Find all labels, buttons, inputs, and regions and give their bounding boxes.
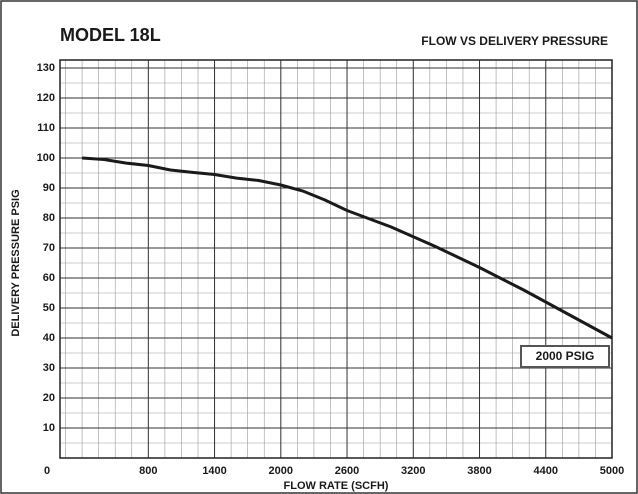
x-tick-label: 2000 [269, 465, 293, 477]
x-tick-label: 5000 [600, 465, 624, 477]
y-axis-label: DELIVERY PRESSURE PSIG [10, 189, 22, 336]
y-tick-label: 30 [43, 362, 55, 374]
annotation: 2000 PSIG [536, 349, 595, 363]
chart-title: MODEL 18L [60, 25, 161, 45]
y-tick-label: 130 [37, 62, 55, 74]
x-tick-label: 1400 [202, 465, 226, 477]
x-tick-label: 3800 [467, 465, 491, 477]
y-tick-label: 120 [37, 92, 55, 104]
y-tick-label: 90 [43, 182, 55, 194]
y-tick-label: 100 [37, 152, 55, 164]
data-line [81, 156, 613, 340]
y-tick-label: 70 [43, 242, 55, 254]
x-tick-label: 4400 [534, 465, 558, 477]
x-tick-label: 2600 [335, 465, 359, 477]
y-tick-label: 10 [43, 422, 55, 434]
chart-subtitle: FLOW VS DELIVERY PRESSURE [421, 34, 608, 48]
plot-border [59, 59, 613, 459]
y-tick-label: 50 [43, 302, 55, 314]
x-tick-label: 0 [44, 465, 50, 477]
y-tick-label: 40 [43, 332, 55, 344]
y-tick-label: 60 [43, 272, 55, 284]
annotation-box [520, 345, 610, 368]
y-tick-label: 20 [43, 392, 55, 404]
x-tick-label: 800 [139, 465, 157, 477]
plot-area [59, 59, 613, 459]
y-tick-label: 80 [43, 212, 55, 224]
x-tick-label: 3200 [401, 465, 425, 477]
x-axis-label: FLOW RATE (SCFH) [284, 480, 389, 492]
y-tick-label: 110 [37, 122, 55, 134]
